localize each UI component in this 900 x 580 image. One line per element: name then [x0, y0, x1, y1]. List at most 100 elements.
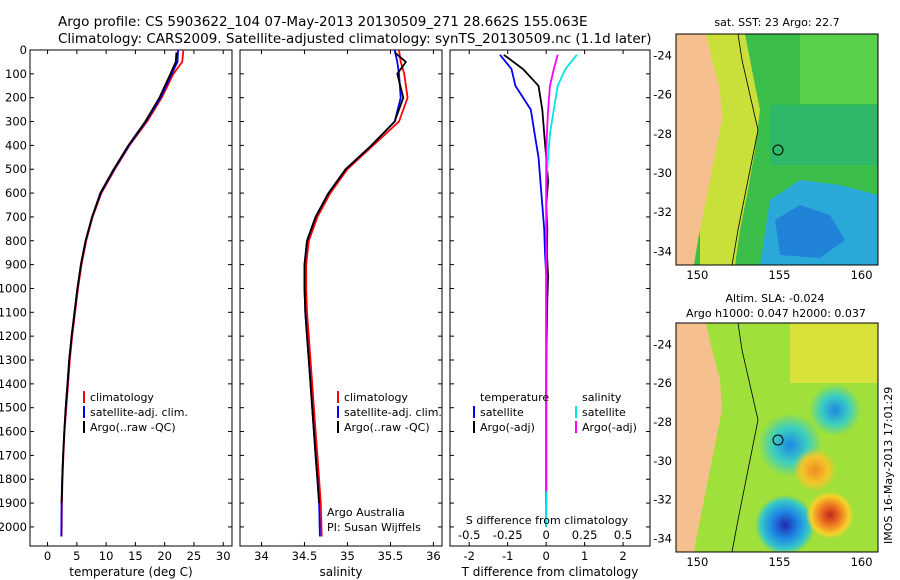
series-line-climatology: [60, 50, 185, 537]
salinity-panel-frame: [239, 49, 443, 547]
sst-map: [676, 34, 878, 265]
legend-label-sal-argo: Argo(-adj): [582, 421, 637, 434]
x-tick-label: 34.5: [292, 549, 318, 563]
sla-anomaly-1: [809, 384, 861, 436]
x-tick-label: 35: [340, 549, 355, 563]
map-y-tick-label: -30: [653, 454, 672, 468]
difference-series: [499, 54, 578, 527]
series-line-salinity-satellite: [545, 54, 578, 527]
x-tick-label: 30: [216, 549, 231, 563]
y-tick-label: 1100: [0, 305, 27, 319]
side-stamp: IMOS 16-May-2013 17:01:29: [882, 387, 895, 544]
difference-xlabel-top: S difference from climatology: [466, 514, 629, 527]
difference-xlabel-bottom: T difference from climatology: [461, 565, 639, 579]
legend-label-climatology: climatology: [344, 391, 408, 404]
y-tick-label: 700: [5, 210, 27, 224]
sla-yellow-north: [790, 323, 878, 383]
x-tick-label: 2: [619, 549, 626, 563]
series-line-climatology: [305, 50, 409, 537]
series-line-argo-raw-qc-: [303, 51, 407, 504]
difference-legend: temperature salinity satellite Argo(-adj…: [473, 391, 637, 434]
x-tick-label: 5: [73, 549, 80, 563]
legend-label-satellite: satellite-adj. clim.: [344, 406, 442, 419]
legend-title-temperature: temperature: [480, 391, 549, 404]
sst-argo-marker: [772, 144, 784, 156]
x-tick-label: 25: [187, 549, 202, 563]
series-line-salinity-argo-adj-: [545, 54, 559, 492]
y-tick-label: 1400: [0, 377, 27, 391]
x-tick-label: 10: [99, 549, 114, 563]
series-line-satellite-adj-clim-: [303, 50, 402, 537]
y-tick-label: 800: [5, 234, 27, 248]
legend-label-satellite: satellite-adj. clim.: [90, 406, 188, 419]
legend-label-argo: Argo(..raw -QC): [344, 421, 430, 434]
header-line-1: Argo profile: CS 5903622_104 07-May-2013…: [58, 14, 588, 30]
sst-bathymetry-contour: [731, 34, 759, 265]
sst-mid-patch: [770, 105, 878, 165]
map-y-tick-label: -32: [653, 205, 672, 219]
x-tick-label: 0: [44, 549, 51, 563]
sst-warm-patch: [800, 34, 878, 104]
series-line-temperature-argo-adj-: [503, 54, 549, 504]
y-tick-label: 400: [5, 138, 27, 152]
y-tick-label: 600: [5, 186, 27, 200]
legend-title-salinity: salinity: [582, 391, 622, 404]
sst-map-title: sat. SST: 23 Argo: 22.7: [714, 16, 839, 29]
map-y-tick-label: -34: [653, 531, 672, 545]
y-tick-label: 1200: [0, 329, 27, 343]
map-y-tick-label: -26: [653, 376, 672, 390]
y-tick-label: 200: [5, 91, 27, 105]
y-tick-label: 2000: [0, 520, 27, 534]
map-y-tick-label: -24: [653, 337, 672, 351]
x-tick-label-salinity: -0.25: [493, 528, 523, 542]
map-x-tick-label: 150: [686, 555, 708, 569]
sla-argo-marker: [772, 434, 784, 446]
y-tick-label: 1600: [0, 425, 27, 439]
sst-map-frame: [675, 33, 879, 266]
x-tick-label: 35.5: [378, 549, 404, 563]
legend-label-temp-satellite: satellite: [480, 406, 524, 419]
sst-land: [676, 34, 722, 265]
salinity-annotation-line-2: PI: Susan Wijffels: [327, 521, 421, 534]
y-tick-label: 1900: [0, 496, 27, 510]
x-tick-label: 15: [128, 549, 143, 563]
x-tick-label: -2: [463, 549, 474, 563]
y-tick-label: 1700: [0, 448, 27, 462]
map-y-tick-label: -28: [653, 127, 672, 141]
map-x-tick-label: 160: [851, 268, 873, 282]
map-y-tick-label: -34: [653, 244, 672, 258]
map-y-tick-label: -30: [653, 166, 672, 180]
salinity-xlabel: salinity: [319, 565, 362, 579]
map-x-tick-label: 155: [768, 268, 790, 282]
y-tick-label: 1000: [0, 281, 27, 295]
sla-anomaly-5: [793, 448, 837, 492]
sla-map-frame: [675, 322, 879, 553]
header-line-2: Climatology: CARS2009. Satellite-adjuste…: [58, 31, 651, 47]
y-tick-label: 1800: [0, 472, 27, 486]
y-tick-label: 900: [5, 258, 27, 272]
sla-land: [676, 323, 722, 552]
x-tick-label-salinity: 0.5: [614, 528, 632, 542]
x-tick-label-salinity: -0.5: [458, 528, 480, 542]
sla-anomaly-3: [755, 495, 815, 552]
x-tick-label-salinity: 0: [542, 528, 549, 542]
x-tick-label: 0: [542, 549, 549, 563]
difference-panel-frame: [449, 49, 651, 547]
x-tick-label: 1: [581, 549, 588, 563]
sla-map-title-line-2: Argo h1000: 0.047 h2000: 0.037: [686, 307, 866, 320]
temperature-legend: climatology satellite-adj. clim. Argo(..…: [83, 391, 188, 434]
axis-ticks: 0100200300400500600700800900100011001200…: [0, 43, 873, 569]
x-tick-label: 20: [157, 549, 172, 563]
sst-cool-inner: [775, 205, 845, 258]
map-x-tick-label: 150: [686, 268, 708, 282]
legend-label-climatology: climatology: [90, 391, 154, 404]
map-y-tick-label: -32: [653, 493, 672, 507]
y-tick-label: 300: [5, 115, 27, 129]
series-line-temperature-satellite: [499, 54, 548, 527]
sla-map-title-line-1: Altim. SLA: -0.024: [725, 292, 824, 305]
temperature-series: [60, 50, 185, 537]
sla-anomaly-4: [806, 491, 854, 539]
temperature-panel-frame: [29, 49, 233, 547]
x-tick-label: 34: [254, 549, 269, 563]
